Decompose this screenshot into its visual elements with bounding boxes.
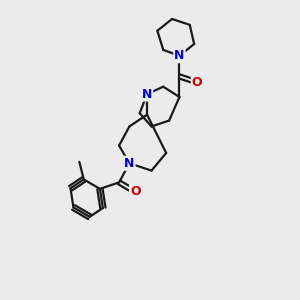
Text: O: O <box>192 76 203 89</box>
Text: N: N <box>142 88 152 100</box>
Text: N: N <box>124 157 135 170</box>
Text: N: N <box>174 49 184 62</box>
Text: O: O <box>130 185 141 198</box>
